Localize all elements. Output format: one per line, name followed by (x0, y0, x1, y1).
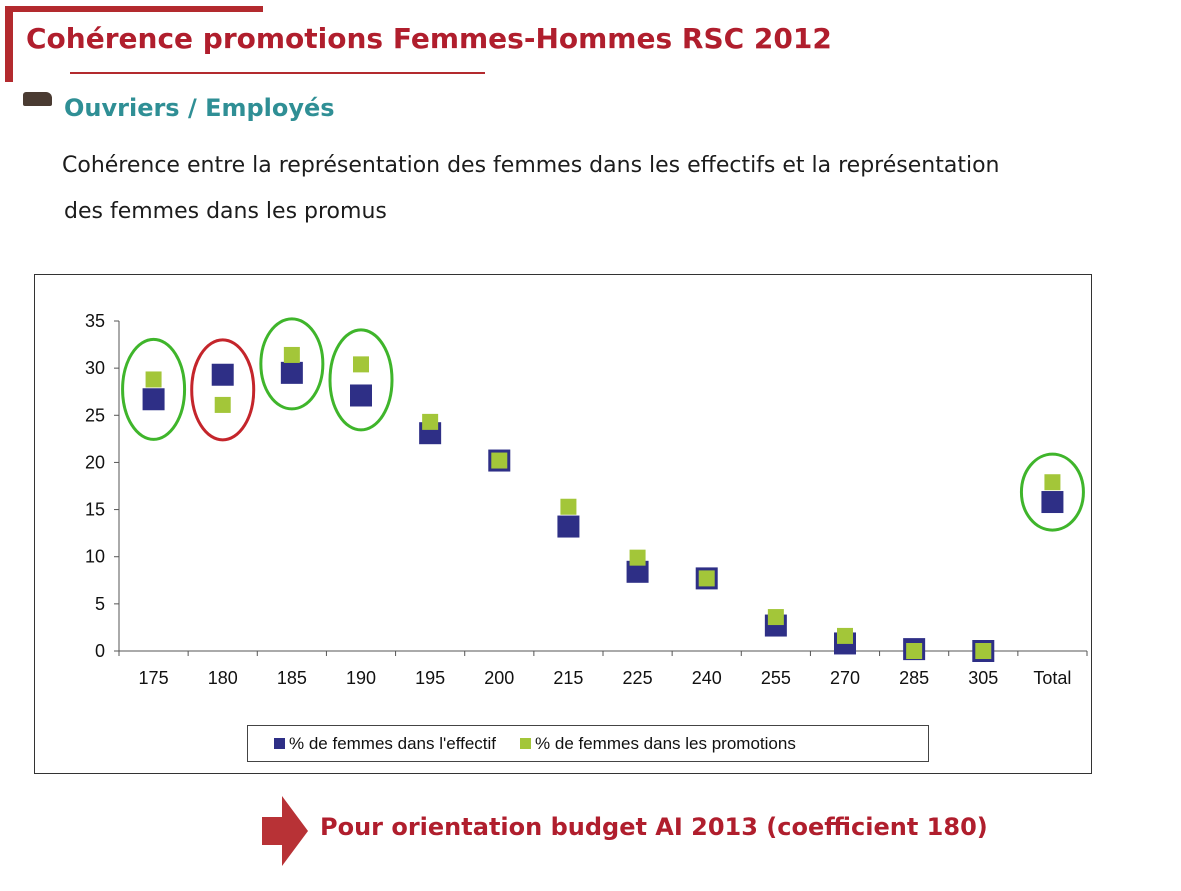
x-tick-label: 215 (553, 668, 583, 688)
marker-effectif (626, 560, 649, 583)
x-tick-label: 200 (484, 668, 514, 688)
highlight-circle (328, 328, 394, 432)
marker-promotions (491, 452, 508, 469)
x-tick-label: 180 (208, 668, 238, 688)
y-tick-label: 0 (95, 641, 105, 661)
title-underline (70, 72, 485, 74)
description-line-2: des femmes dans les promus (64, 199, 387, 224)
corner-accent-horizontal (5, 6, 263, 12)
marker-promotions (975, 643, 992, 659)
x-tick-label: 255 (761, 668, 791, 688)
x-tick-label: 240 (692, 668, 722, 688)
legend-swatch-effectif (274, 738, 285, 749)
x-tick-label: 190 (346, 668, 376, 688)
marker-effectif (142, 388, 165, 411)
right-arrow-icon (262, 796, 308, 866)
section-subtitle: Ouvriers / Employés (64, 94, 335, 122)
corner-accent-vertical (5, 6, 13, 82)
chart-frame: 0 5 10 15 20 25 30 35 175 180 185 190 195 200 215 225 24… (34, 274, 1092, 774)
marker-promotions (837, 627, 853, 644)
marker-promotions (422, 413, 439, 430)
marker-effectif (1041, 491, 1064, 514)
legend-item-effectif: % de femmes dans l'effectif (274, 734, 496, 754)
x-tick-label: Total (1033, 668, 1071, 688)
y-tick-label: 5 (95, 594, 105, 614)
description-line-1: Cohérence entre la représentation des fe… (62, 153, 1000, 178)
legend-label-effectif: % de femmes dans l'effectif (289, 733, 497, 753)
conclusion-text: Pour orientation budget AI 2013 (coeffic… (320, 813, 988, 841)
highlight-circle (259, 317, 325, 411)
x-tick-label: 305 (968, 668, 998, 688)
y-tick-label: 10 (85, 547, 105, 567)
x-tick-label: 285 (899, 668, 929, 688)
legend-swatch-promotions (520, 738, 532, 749)
y-tick-label: 15 (85, 500, 105, 520)
chart-plot: 0 5 10 15 20 25 30 35 175 180 185 190 195 200 215 225 24… (85, 311, 1088, 688)
marker-promotions (353, 356, 369, 373)
marker-promotions (906, 643, 923, 659)
description: Cohérence entre la représentation des fe… (62, 143, 1142, 235)
marker-effectif (211, 363, 234, 386)
legend-label-promotions: % de femmes dans les promotions (535, 733, 796, 753)
x-tick-label: 270 (830, 668, 860, 688)
x-tick-label: 175 (139, 668, 169, 688)
x-tick-label: 225 (623, 668, 653, 688)
page-title: Cohérence promotions Femmes-Hommes RSC 2… (26, 22, 832, 55)
marker-promotions (283, 346, 300, 363)
y-tick-label: 30 (85, 358, 105, 378)
marker-effectif (350, 384, 372, 407)
marker-effectif (557, 515, 580, 538)
highlight-circle (1019, 452, 1085, 532)
marker-promotions (629, 549, 646, 566)
y-tick-label: 25 (85, 405, 105, 425)
marker-promotions (1044, 474, 1061, 491)
bullet-icon (23, 92, 52, 106)
x-tick-label: 185 (277, 668, 307, 688)
y-tick-label: 35 (85, 311, 105, 331)
highlight-circle (121, 337, 187, 441)
marker-promotions (145, 371, 162, 388)
marker-promotions (698, 570, 715, 587)
chart-legend: % de femmes dans l'effectif % de femmes … (247, 725, 929, 762)
marker-promotions (560, 498, 577, 515)
legend-item-promotions: % de femmes dans les promotions (520, 734, 796, 754)
x-tick-label: 195 (415, 668, 445, 688)
y-tick-label: 20 (85, 452, 105, 472)
marker-promotions (767, 609, 784, 626)
marker-promotions (214, 396, 231, 413)
highlight-circle (190, 338, 256, 442)
marker-effectif (280, 361, 303, 384)
